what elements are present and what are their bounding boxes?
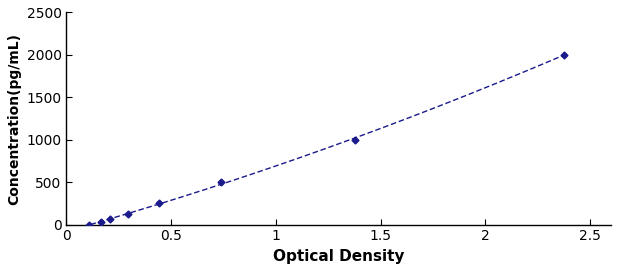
X-axis label: Optical Density: Optical Density [273,249,405,264]
Y-axis label: Concentration(pg/mL): Concentration(pg/mL) [7,33,21,205]
